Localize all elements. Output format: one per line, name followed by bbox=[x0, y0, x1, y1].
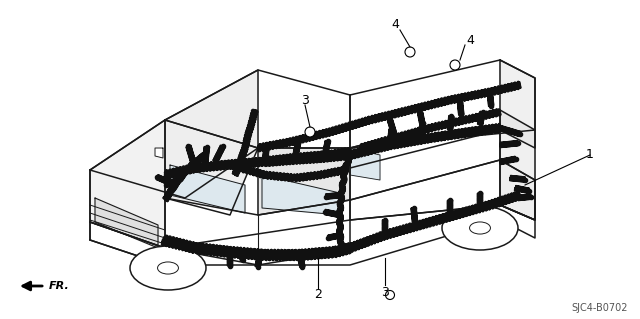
Ellipse shape bbox=[442, 206, 518, 250]
Polygon shape bbox=[258, 148, 350, 215]
Polygon shape bbox=[95, 198, 158, 248]
Circle shape bbox=[405, 47, 415, 57]
Polygon shape bbox=[165, 70, 350, 148]
Polygon shape bbox=[500, 160, 535, 220]
Polygon shape bbox=[350, 148, 380, 180]
Polygon shape bbox=[90, 205, 535, 265]
Text: SJC4-B0702: SJC4-B0702 bbox=[572, 303, 628, 313]
Polygon shape bbox=[90, 120, 165, 248]
Ellipse shape bbox=[157, 262, 179, 274]
Polygon shape bbox=[170, 165, 245, 213]
Ellipse shape bbox=[130, 246, 206, 290]
Text: 3: 3 bbox=[301, 93, 309, 107]
Circle shape bbox=[385, 291, 394, 300]
Polygon shape bbox=[350, 160, 535, 220]
Polygon shape bbox=[350, 110, 500, 200]
Polygon shape bbox=[90, 120, 258, 198]
Text: 2: 2 bbox=[314, 288, 322, 301]
Text: 1: 1 bbox=[586, 149, 594, 161]
Polygon shape bbox=[155, 148, 163, 158]
Polygon shape bbox=[90, 222, 165, 265]
Ellipse shape bbox=[470, 222, 490, 234]
Text: 4: 4 bbox=[466, 33, 474, 47]
Text: 4: 4 bbox=[391, 19, 399, 32]
Text: 3: 3 bbox=[381, 286, 389, 299]
Polygon shape bbox=[165, 198, 350, 265]
Polygon shape bbox=[165, 70, 258, 215]
Polygon shape bbox=[262, 175, 340, 215]
Circle shape bbox=[450, 60, 460, 70]
Circle shape bbox=[305, 127, 315, 137]
Polygon shape bbox=[350, 110, 535, 168]
Polygon shape bbox=[500, 60, 535, 220]
Text: FR.: FR. bbox=[49, 281, 70, 291]
Polygon shape bbox=[350, 60, 535, 148]
